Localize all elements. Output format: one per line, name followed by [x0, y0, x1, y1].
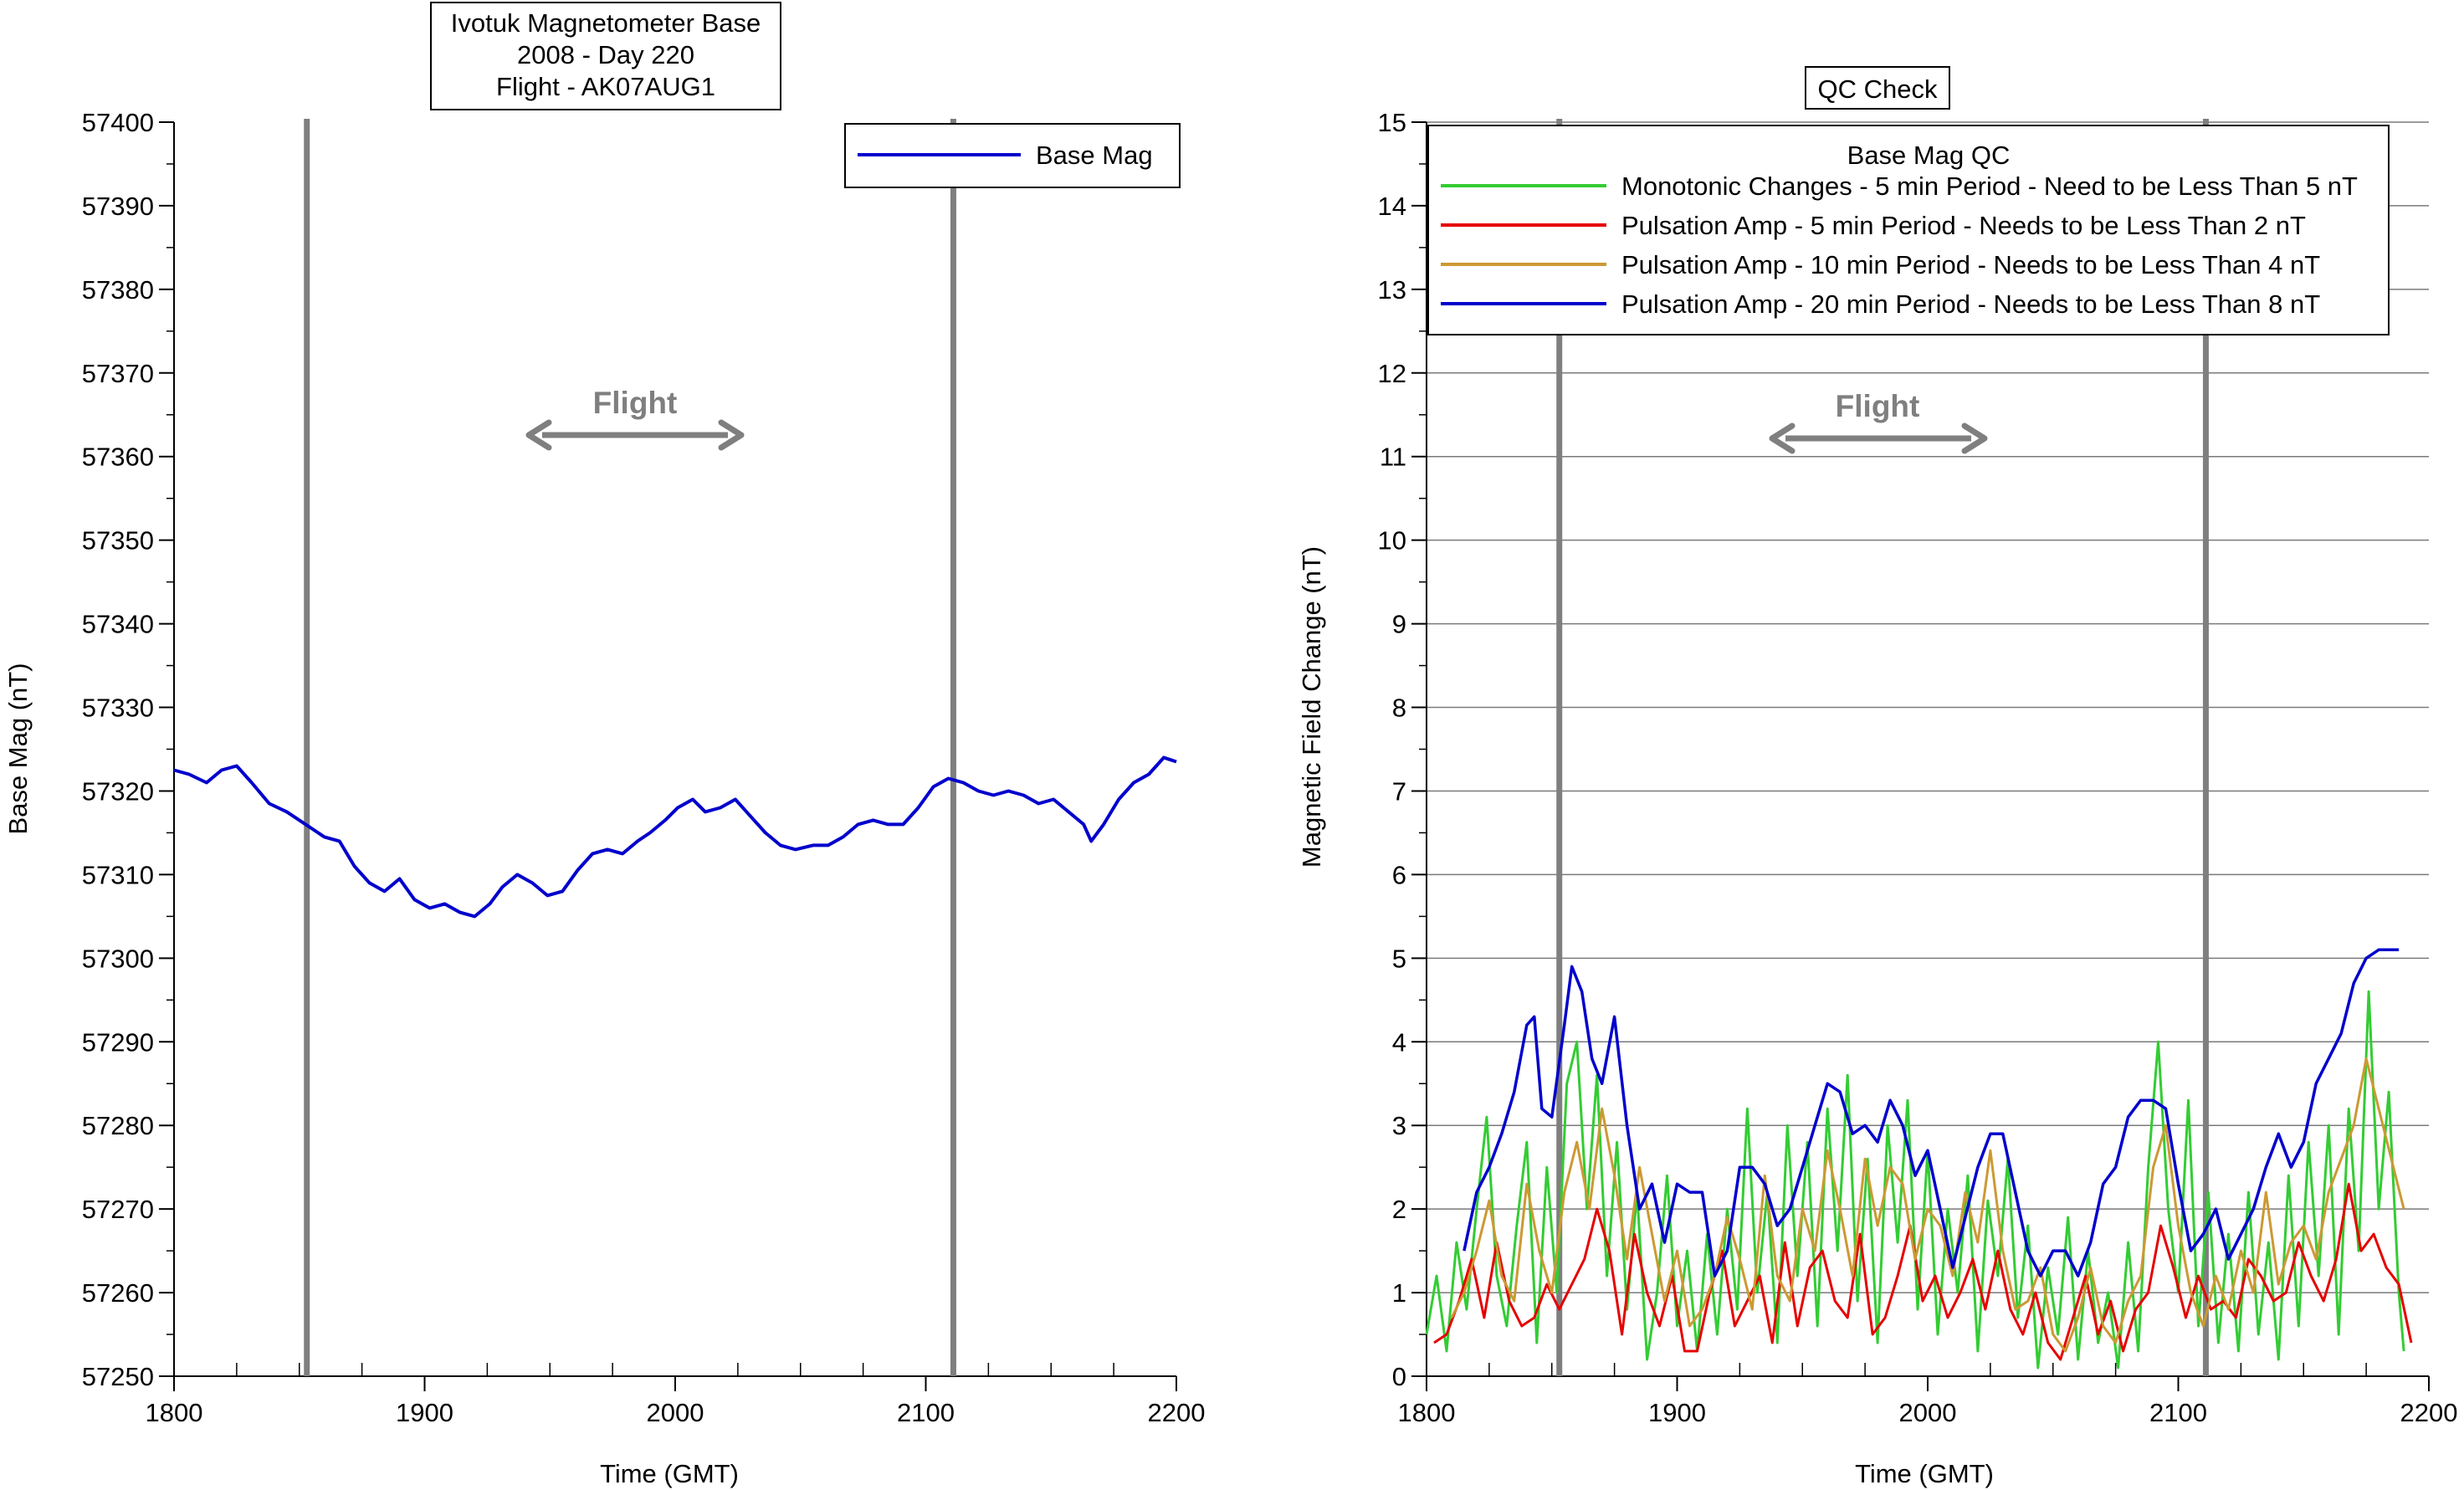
right-x-tick-label-3: 2100 — [2149, 1398, 2207, 1427]
left-x-tick-label-0: 1800 — [146, 1398, 203, 1427]
left-y-tick-label-7: 57320 — [82, 776, 154, 806]
left-y-tick-label-9: 57340 — [82, 610, 154, 639]
right-y-tick-label-8: 8 — [1392, 694, 1406, 723]
right-y-tick-label-14: 14 — [1378, 192, 1406, 221]
left-x-axis-title: Time (GMT) — [600, 1459, 739, 1488]
right-x-tick-label-0: 1800 — [1398, 1398, 1456, 1427]
left-y-tick-label-8: 57330 — [82, 694, 154, 723]
left-legend: Base Mag — [844, 123, 1181, 188]
right-series-line-2 — [1450, 1057, 2405, 1353]
right-y-tick-label-12: 12 — [1378, 359, 1406, 388]
right-legend-frame — [1427, 125, 2390, 335]
left-y-tick-label-12: 57370 — [82, 359, 154, 388]
right-flight-annotation: Flight — [1769, 389, 1988, 454]
right-y-tick-label-7: 7 — [1392, 776, 1406, 806]
right-y-tick-label-11: 11 — [1380, 443, 1406, 472]
left-y-tick-label-6: 57310 — [82, 860, 154, 889]
right-y-tick-label-5: 5 — [1392, 944, 1406, 973]
right-x-tick-label-4: 2200 — [2400, 1398, 2458, 1427]
right-x-tick-label-2: 2000 — [1899, 1398, 1957, 1427]
left-x-tick-label-1: 1900 — [396, 1398, 453, 1427]
right-flight-label: Flight — [1836, 389, 1920, 423]
left-y-axis-title: Base Mag (nT) — [3, 663, 33, 834]
left-flight-arrow-right-icon — [718, 419, 745, 451]
right-title-box: QC Check — [1805, 66, 1950, 110]
right-legend-label-pulsation-20: Pulsation Amp - 20 min Period - Needs to… — [1621, 289, 2320, 319]
left-y-tick-label-3: 57280 — [82, 1111, 154, 1140]
left-x-tick-label-2: 2000 — [647, 1398, 704, 1427]
left-y-tick-label-13: 57380 — [82, 275, 154, 305]
left-flight-annotation: Flight — [525, 386, 745, 451]
right-y-tick-label-13: 13 — [1378, 275, 1406, 305]
right-y-tick-label-2: 2 — [1392, 1195, 1406, 1224]
right-x-axis-title: Time (GMT) — [1855, 1459, 1994, 1488]
right-y-tick-label-3: 3 — [1392, 1111, 1406, 1140]
left-flight-label: Flight — [593, 386, 678, 420]
right-title-frame — [1805, 66, 1950, 110]
left-y-tick-label-4: 57290 — [82, 1027, 154, 1057]
left-x-tick-label-4: 2200 — [1148, 1398, 1206, 1427]
right-y-axis-title: Magnetic Field Change (nT) — [1297, 546, 1326, 868]
left-series-line-0 — [173, 755, 1177, 919]
right-y-tick-label-10: 10 — [1378, 526, 1406, 556]
right-y-tick-label-9: 9 — [1392, 610, 1406, 639]
right-legend-label-pulsation-5: Pulsation Amp - 5 min Period - Needs to … — [1621, 211, 2306, 240]
right-y-tick-label-15: 15 — [1378, 108, 1406, 137]
left-legend-label-base-mag: Base Mag — [1036, 141, 1153, 170]
right-series-line-1 — [1433, 1182, 2413, 1361]
right-legend-label-pulsation-10: Pulsation Amp - 10 min Period - Needs to… — [1621, 250, 2320, 279]
left-x-tick-label-3: 2100 — [897, 1398, 955, 1427]
right-series-line-0 — [1425, 990, 2405, 1370]
left-y-tick-label-5: 57300 — [82, 944, 154, 973]
left-y-tick-label-11: 57360 — [82, 443, 154, 472]
left-y-tick-label-2: 57270 — [82, 1195, 154, 1224]
left-flight-arrow-left-icon — [525, 419, 552, 451]
right-y-tick-label-6: 6 — [1392, 860, 1406, 889]
left-title-box: Ivotuk Magnetometer Base 2008 - Day 220 … — [430, 2, 781, 110]
right-flight-arrow-right-icon — [1961, 422, 1988, 454]
right-x-tick-label-1: 1900 — [1648, 1398, 1706, 1427]
right-y-tick-label-1: 1 — [1392, 1278, 1406, 1308]
left-title-line-2: 2008 - Day 220 — [517, 40, 694, 69]
left-chart: Ivotuk Magnetometer Base 2008 - Day 220 … — [3, 2, 1206, 1488]
left-y-tick-label-15: 57400 — [82, 108, 154, 137]
right-flight-arrow-left-icon — [1769, 422, 1795, 454]
right-legend-title: Base Mag QC — [1847, 141, 2011, 170]
right-series-line-3 — [1463, 948, 2400, 1278]
right-y-tick-label-0: 0 — [1392, 1362, 1406, 1391]
right-y-tick-label-4: 4 — [1392, 1027, 1406, 1057]
left-title-frame — [430, 2, 781, 110]
left-plot-area: 57250 57260 57270 57280 57290 57300 57310 57320… — [82, 108, 1206, 1427]
left-title-line-3: Flight - AK07AUG1 — [496, 72, 715, 101]
left-title-line-1: Ivotuk Magnetometer Base — [451, 8, 761, 38]
left-y-tick-label-14: 57390 — [82, 192, 154, 221]
left-y-tick-label-0: 57250 — [82, 1362, 154, 1391]
left-y-tick-label-10: 57350 — [82, 526, 154, 556]
right-title: QC Check — [1818, 74, 1938, 104]
left-y-tick-label-1: 57260 — [82, 1278, 154, 1308]
right-legend-label-monotonic: Monotonic Changes - 5 min Period - Need … — [1621, 172, 2358, 201]
right-legend: Base Mag QC Monotonic Changes - 5 min Pe… — [1427, 125, 2390, 335]
